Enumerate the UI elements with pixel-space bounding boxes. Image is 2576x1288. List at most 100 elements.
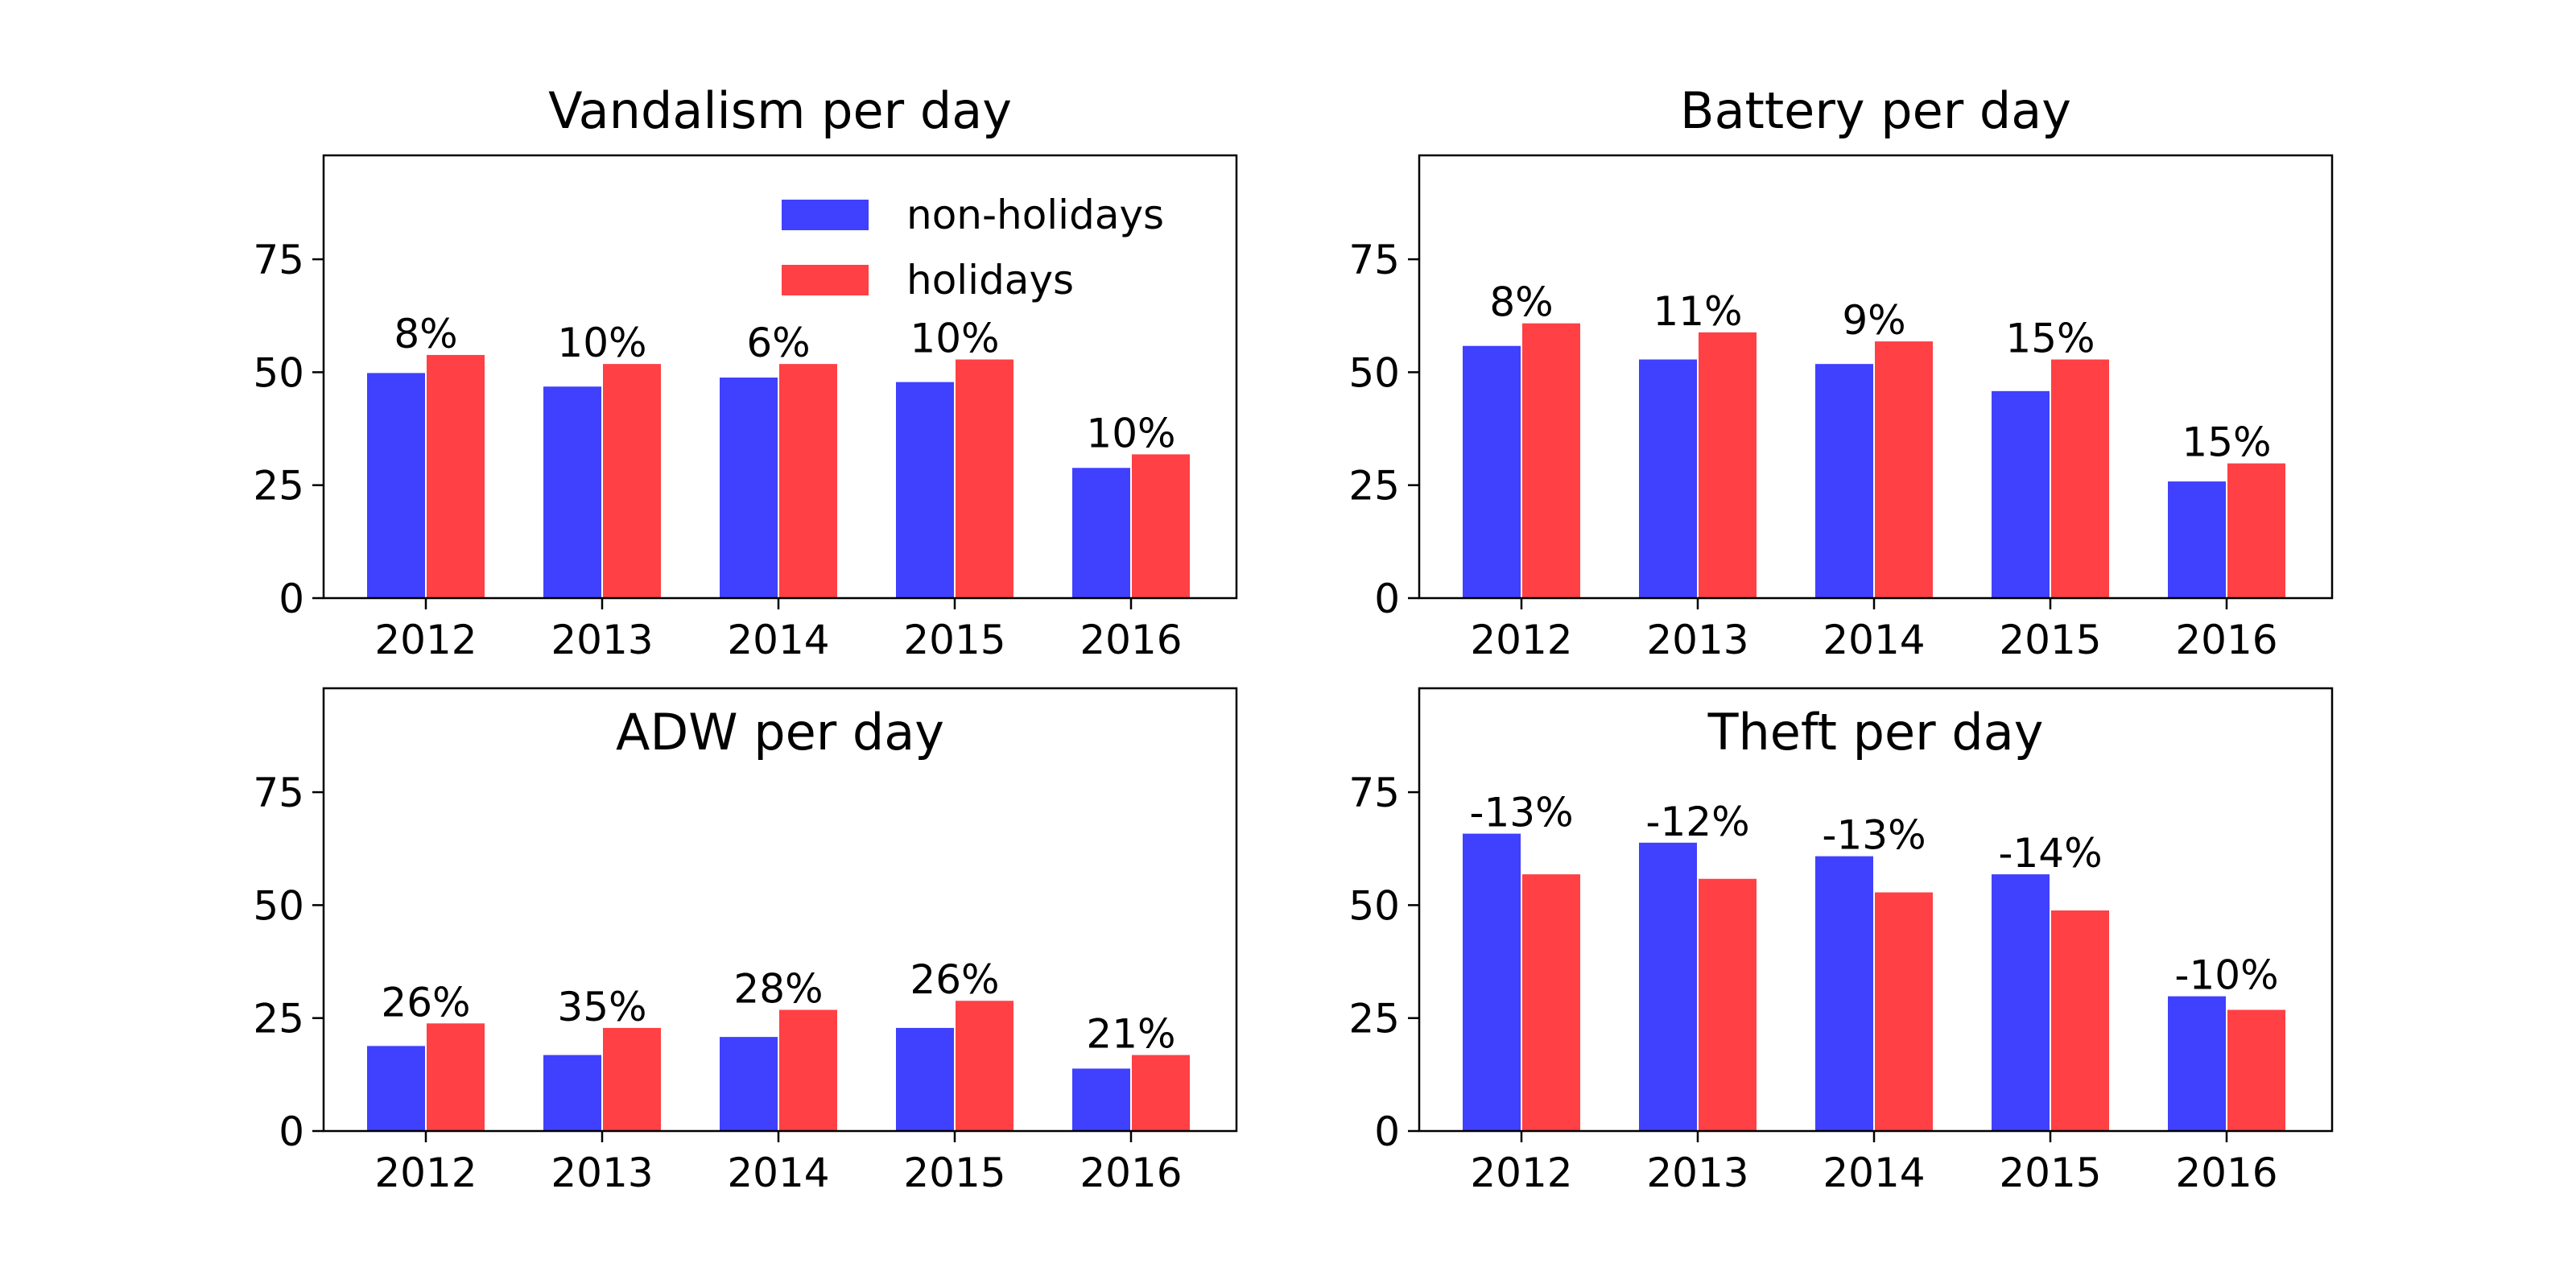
y-tick-label: 0	[1374, 1108, 1400, 1155]
bar-non-holidays-2012	[1461, 832, 1522, 1132]
subplot-title: Theft per day	[1707, 703, 2044, 762]
y-tick-label: 75	[253, 770, 304, 816]
x-tick-label: 2014	[1823, 1150, 1925, 1196]
subplot-3: 26% 2012 35% 2013 28% 2014 26% 2015 21% 2016 0 25 50…	[253, 687, 1238, 1196]
legend-swatch	[782, 265, 869, 295]
bar-non-holidays-2014	[1814, 854, 1875, 1132]
bar-percent-label: 26%	[910, 956, 999, 1003]
bar-holidays-2012	[1521, 873, 1582, 1132]
y-tick-label: 25	[253, 463, 304, 510]
bar-non-holidays-2015	[1990, 873, 2051, 1132]
y-tick-label: 50	[253, 349, 304, 396]
bar-non-holidays-2013	[542, 385, 603, 599]
x-tick-label: 2015	[1999, 617, 2101, 663]
x-tick-label: 2013	[1646, 1150, 1748, 1196]
bar-percent-label: 10%	[1086, 410, 1175, 456]
bar-percent-label: 35%	[557, 984, 646, 1030]
x-tick-label: 2016	[2175, 617, 2277, 663]
x-tick-label: 2015	[903, 1150, 1005, 1196]
bar-percent-label: -10%	[2174, 952, 2278, 999]
y-tick-label: 25	[1348, 996, 1400, 1042]
axes-frame	[1418, 687, 2334, 1133]
bar-non-holidays-2012	[365, 1044, 427, 1132]
bar-percent-label: -13%	[1822, 812, 1926, 859]
y-tick-label: 0	[279, 1108, 304, 1155]
x-tick-label: 2014	[727, 1150, 829, 1196]
bar-percent-label: 8%	[394, 311, 457, 357]
bar-non-holidays-2016	[1071, 466, 1132, 599]
x-tick-label: 2012	[1470, 1150, 1572, 1196]
y-tick-label: 0	[1374, 576, 1400, 622]
bar-holidays-2013	[1697, 330, 1758, 599]
bar-non-holidays-2015	[894, 1026, 956, 1132]
bar-non-holidays-2013	[1637, 357, 1699, 599]
y-tick-label: 75	[1348, 770, 1400, 816]
bar-percent-label: 6%	[746, 320, 810, 366]
bar-holidays-2015	[2050, 357, 2111, 599]
bar-non-holidays-2016	[1071, 1067, 1132, 1133]
subplot-title: Battery per day	[1680, 81, 2071, 140]
bar-non-holidays-2012	[1461, 344, 1522, 599]
bar-percent-label: 15%	[2182, 419, 2271, 466]
bar-non-holidays-2013	[542, 1053, 603, 1132]
x-tick-label: 2015	[903, 617, 1005, 663]
bar-non-holidays-2012	[365, 371, 427, 599]
x-tick-label: 2012	[1470, 617, 1572, 663]
bar-holidays-2015	[954, 999, 1015, 1132]
bar-non-holidays-2015	[894, 380, 956, 599]
bar-non-holidays-2015	[1990, 389, 2051, 599]
y-tick-label: 75	[253, 237, 304, 283]
bar-holidays-2015	[954, 357, 1015, 599]
bar-holidays-2014	[778, 1008, 839, 1132]
x-tick-label: 2015	[1999, 1150, 2101, 1196]
y-tick-label: 25	[253, 996, 304, 1042]
bar-percent-label: 28%	[733, 965, 823, 1012]
bar-percent-label: 21%	[1086, 1011, 1175, 1058]
x-tick-label: 2012	[374, 617, 477, 663]
bar-holidays-2013	[601, 362, 663, 599]
bar-percent-label: -13%	[1469, 790, 1573, 836]
axes-frame	[1418, 154, 2334, 600]
y-tick-label: 0	[279, 576, 304, 622]
y-tick-label: 50	[253, 882, 304, 929]
bar-percent-label: 9%	[1842, 297, 1905, 344]
legend: non-holidays holidays	[782, 192, 1164, 303]
bar-holidays-2016	[1130, 452, 1191, 599]
bar-percent-label: 10%	[910, 316, 999, 362]
x-tick-label: 2016	[1080, 1150, 1182, 1196]
bar-holidays-2016	[2226, 1008, 2287, 1132]
bar-non-holidays-2014	[1814, 362, 1875, 599]
y-tick-label: 75	[1348, 237, 1400, 283]
bar-holidays-2012	[425, 353, 486, 599]
legend-label: non-holidays	[906, 192, 1164, 238]
bar-holidays-2015	[2050, 909, 2111, 1132]
bar-holidays-2014	[1873, 340, 1934, 599]
subplot-title: Vandalism per day	[548, 81, 1012, 140]
bar-non-holidays-2016	[2166, 480, 2227, 599]
subplot-title: ADW per day	[616, 703, 944, 762]
bar-holidays-2014	[778, 362, 839, 599]
bar-holidays-2016	[1130, 1053, 1191, 1132]
bar-percent-label: 10%	[557, 320, 646, 366]
bar-holidays-2013	[601, 1026, 663, 1132]
y-tick-label: 50	[1348, 349, 1400, 396]
y-tick-label: 25	[1348, 463, 1400, 510]
subplot-1: 8% 2012 10% 2013 6% 2014 10% 2015 10% 2016 0 25 50 75…	[253, 81, 1238, 663]
subplot-2: 8% 2012 11% 2013 9% 2014 15% 2015 15% 2016 0 25 50 75…	[1348, 81, 2334, 663]
subplot-4: -13% 2012 -12% 2013 -13% 2014 -14% 2015 -10% 2016…	[1348, 687, 2334, 1196]
x-tick-label: 2013	[1646, 617, 1748, 663]
bar-percent-label: -12%	[1645, 799, 1749, 845]
x-tick-label: 2012	[374, 1150, 477, 1196]
bar-holidays-2014	[1873, 890, 1934, 1132]
x-tick-label: 2016	[1080, 617, 1182, 663]
axes-frame	[322, 687, 1238, 1133]
legend-swatch	[782, 200, 869, 230]
bar-holidays-2012	[425, 1022, 486, 1133]
x-tick-label: 2013	[551, 1150, 653, 1196]
bar-percent-label: 26%	[381, 979, 470, 1026]
x-tick-label: 2014	[1823, 617, 1925, 663]
bar-percent-label: 15%	[2005, 316, 2095, 362]
legend-label: holidays	[906, 257, 1074, 303]
bar-percent-label: 11%	[1653, 288, 1742, 335]
